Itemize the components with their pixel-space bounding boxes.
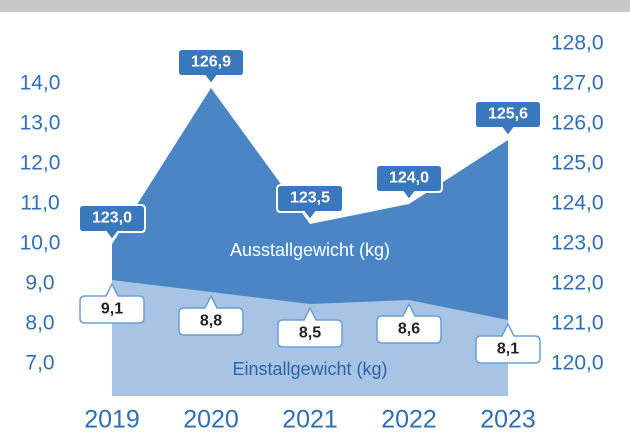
y2-tick-label: 123,0 — [551, 232, 604, 255]
callout: 8,1 — [475, 322, 541, 364]
y-tick-label: 12,0 — [20, 152, 61, 175]
y2-tick-label: 120,0 — [551, 352, 604, 375]
callout: 8,5 — [277, 306, 343, 348]
callout-box — [375, 164, 443, 202]
top-bar — [0, 0, 630, 12]
callout-box — [79, 282, 145, 324]
callout-box — [277, 306, 343, 348]
y2-tick-label: 126,0 — [551, 112, 604, 135]
value-label: 9,1 — [101, 301, 123, 318]
x-tick-label: 2022 — [381, 406, 437, 434]
callout: 126,9 — [177, 48, 245, 86]
area-label: Ausstallgewicht (kg) — [230, 240, 390, 260]
value-label: 8,6 — [398, 321, 420, 338]
callout-box — [474, 100, 542, 138]
value-label: 8,5 — [299, 325, 321, 342]
y-tick-label: 7,0 — [25, 352, 54, 375]
y2-tick-label: 128,0 — [551, 32, 604, 55]
y-tick-label: 10,0 — [20, 232, 61, 255]
value-label: 123,0 — [92, 210, 132, 227]
callout: 125,6 — [474, 100, 542, 138]
y-tick-label: 14,0 — [20, 72, 61, 95]
callout-box — [78, 204, 146, 242]
value-label: 123,5 — [290, 190, 330, 207]
y-tick-label: 11,0 — [20, 192, 59, 215]
y2-tick-label: 121,0 — [551, 312, 604, 335]
value-label: 8,1 — [497, 341, 519, 358]
y-tick-label: 8,0 — [25, 312, 54, 335]
value-label: 125,6 — [488, 106, 528, 123]
callout: 9,1 — [79, 282, 145, 324]
y-tick-label: 13,0 — [20, 112, 61, 135]
x-tick-label: 2023 — [480, 406, 536, 434]
y-tick-label: 9,0 — [25, 272, 54, 295]
value-label: 124,0 — [389, 170, 429, 187]
callout-box — [276, 184, 344, 222]
area-label: Einstallgewicht (kg) — [232, 359, 387, 379]
callout-box — [178, 294, 244, 336]
callout: 124,0 — [375, 164, 443, 202]
callout-box — [475, 322, 541, 364]
callout: 8,8 — [178, 294, 244, 336]
callout: 123,5 — [276, 184, 344, 222]
y2-tick-label: 124,0 — [551, 192, 604, 215]
y2-tick-label: 122,0 — [551, 272, 604, 295]
value-label: 126,9 — [191, 54, 231, 71]
x-tick-label: 2021 — [282, 406, 338, 434]
value-label: 8,8 — [200, 313, 222, 330]
y2-tick-label: 125,0 — [551, 152, 604, 175]
callout-box — [376, 302, 442, 344]
callout: 123,0 — [78, 204, 146, 242]
y2-tick-label: 127,0 — [551, 72, 604, 95]
x-tick-label: 2019 — [84, 406, 140, 434]
x-tick-label: 2020 — [183, 406, 239, 434]
callout: 8,6 — [376, 302, 442, 344]
callout-box — [177, 48, 245, 86]
